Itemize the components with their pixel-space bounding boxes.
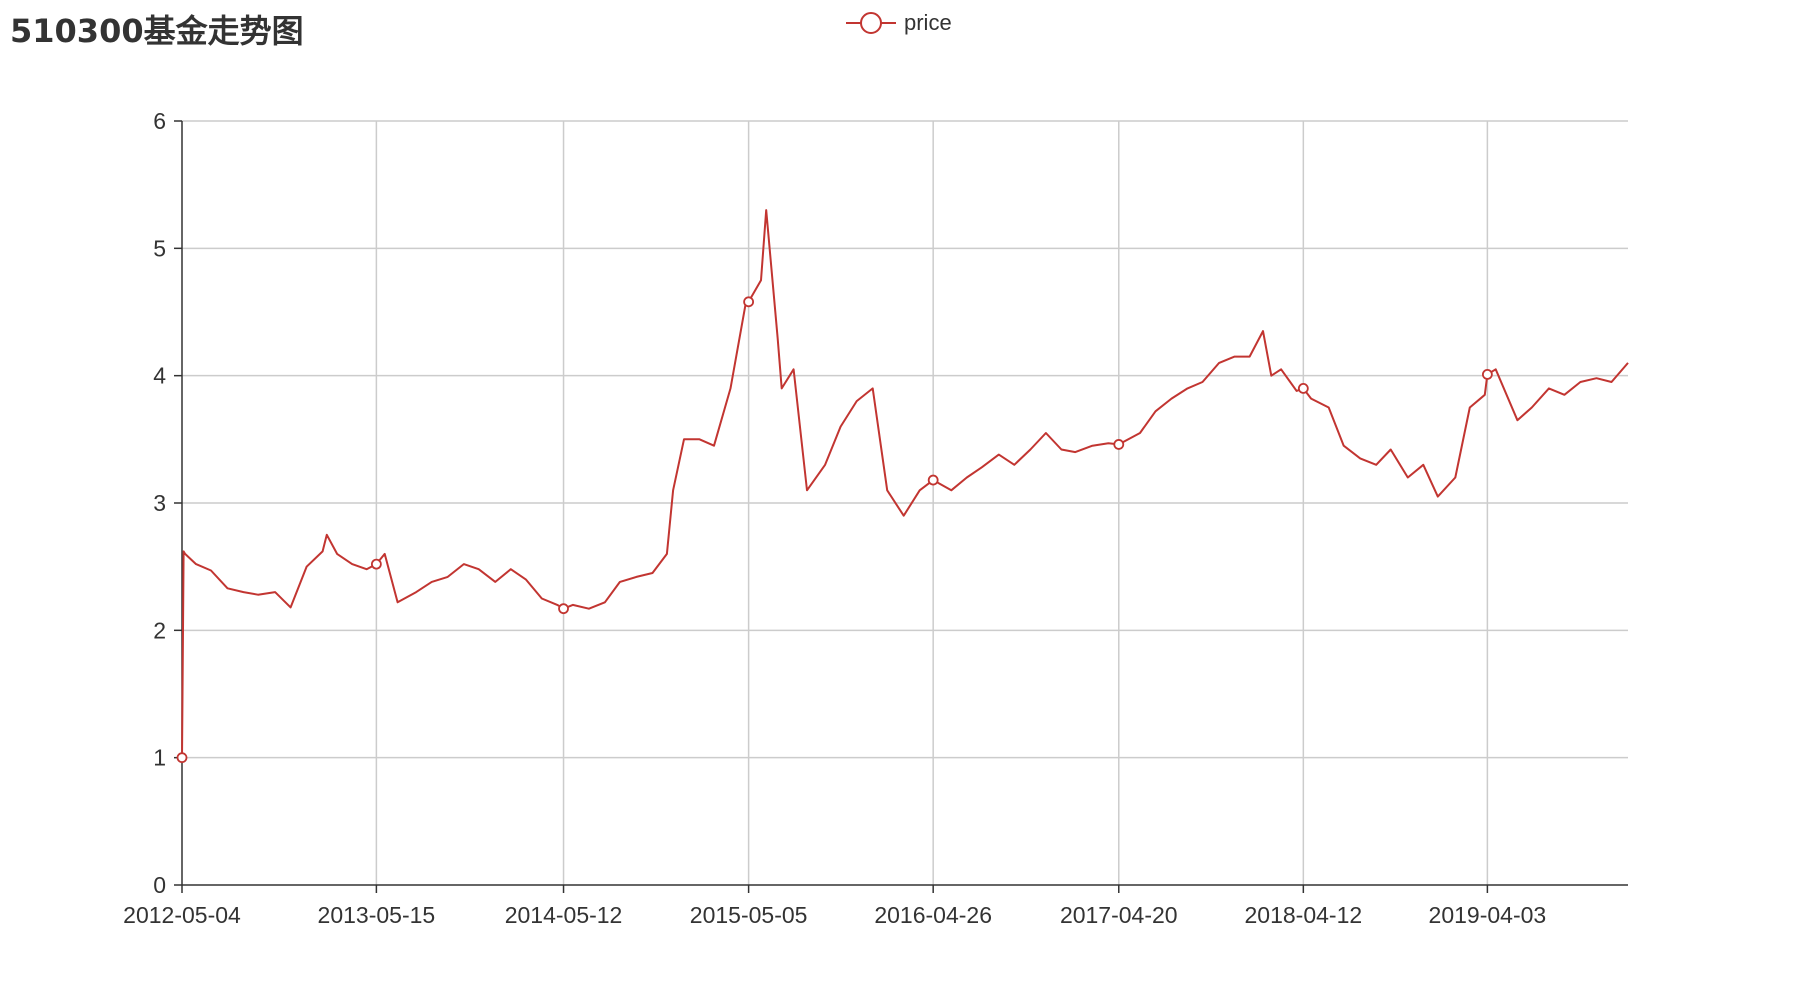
- data-point: [927, 474, 939, 486]
- data-point: [743, 296, 755, 308]
- series-layer: [176, 209, 1629, 764]
- series-line-price: [181, 209, 1629, 758]
- data-point: [370, 558, 382, 570]
- axes: [174, 120, 1628, 893]
- data-point: [1113, 439, 1125, 450]
- x-tick-label: 2017-04-20: [1060, 902, 1178, 928]
- data-point: [558, 603, 569, 615]
- x-tick-label: 2018-04-12: [1245, 902, 1363, 928]
- x-tick-label: 2012-05-04: [123, 902, 241, 928]
- legend[interactable]: price: [846, 8, 952, 38]
- y-tick-label: 6: [153, 108, 166, 134]
- x-tick-label: 2019-04-03: [1429, 902, 1547, 928]
- chart-title: 510300基金走势图: [10, 12, 304, 50]
- y-tick-label: 4: [153, 363, 166, 389]
- y-tick-label: 5: [153, 235, 166, 261]
- x-tick-label: 2013-05-15: [318, 902, 436, 928]
- y-tick-label: 2: [153, 617, 166, 643]
- circle-line-icon: [846, 12, 896, 34]
- x-tick-label: 2016-04-26: [874, 902, 992, 928]
- data-point: [1481, 368, 1493, 380]
- grid-lines: [182, 120, 1628, 885]
- data-point: [176, 752, 188, 764]
- data-point: [1297, 382, 1309, 394]
- legend-label-price: price: [904, 10, 952, 35]
- x-tick-label: 2014-05-12: [505, 902, 623, 928]
- tick-labels: 0 1 2 3 4 5 6 2012-05-04 2013-05-15 2014-05-12 201…: [123, 108, 1546, 928]
- y-tick-label: 3: [153, 490, 166, 516]
- y-tick-label: 1: [153, 745, 166, 771]
- x-tick-label: 2015-05-05: [690, 902, 808, 928]
- y-tick-label: 0: [153, 872, 166, 898]
